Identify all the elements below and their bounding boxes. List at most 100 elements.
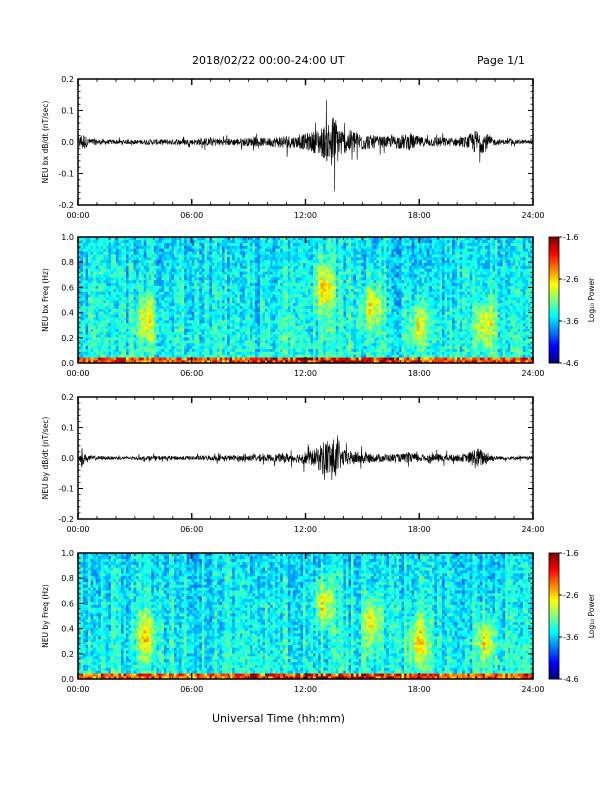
heatmap-cell xyxy=(237,291,241,295)
heatmap-cell xyxy=(270,345,273,349)
heatmap-cell xyxy=(115,259,119,264)
heatmap-cell xyxy=(103,331,107,335)
heatmap-cell xyxy=(244,331,248,335)
heatmap-cell xyxy=(153,285,157,289)
heatmap-cell xyxy=(138,342,142,347)
heatmap-cell xyxy=(196,311,200,315)
heatmap-cell xyxy=(224,351,228,355)
heatmap-cell xyxy=(123,360,127,364)
heatmap-cell xyxy=(128,337,132,341)
heatmap-cell xyxy=(335,360,339,364)
heatmap-cell xyxy=(260,268,263,272)
heatmap-cell xyxy=(211,245,215,249)
heatmap-cell xyxy=(247,297,251,301)
heatmap-cell xyxy=(85,265,89,269)
heatmap-cell xyxy=(186,279,190,284)
heatmap-cell xyxy=(345,334,349,338)
heatmap-cell xyxy=(98,302,102,307)
heatmap-cell xyxy=(201,348,205,352)
heatmap-cell xyxy=(194,259,198,264)
heatmap-cell xyxy=(78,340,81,344)
heatmap-cell xyxy=(325,239,329,244)
heatmap-cell xyxy=(206,305,210,309)
heatmap-cell xyxy=(275,268,278,272)
heatmap-cell xyxy=(292,271,296,275)
heatmap-cell xyxy=(179,300,182,304)
heatmap-cell xyxy=(292,277,296,281)
heatmap-cell xyxy=(242,294,246,298)
heatmap-cell xyxy=(113,331,117,335)
heatmap-cell xyxy=(277,308,281,312)
heatmap-cell xyxy=(217,257,220,261)
heatmap-cell xyxy=(204,340,208,344)
heatmap-cell xyxy=(85,340,89,344)
heatmap-cell xyxy=(100,254,104,258)
heatmap-cell xyxy=(184,248,187,252)
heatmap-cell xyxy=(201,245,205,249)
heatmap-cell xyxy=(340,311,344,315)
heatmap-cell xyxy=(335,342,339,347)
heatmap-cell xyxy=(201,262,205,266)
heatmap-cell xyxy=(247,282,251,286)
heatmap-cell xyxy=(257,237,261,241)
heatmap-cell xyxy=(156,325,160,329)
heatmap-cell xyxy=(290,308,294,312)
heatmap-cell xyxy=(83,351,86,355)
heatmap-cell xyxy=(113,302,117,307)
heatmap-cell xyxy=(194,251,198,255)
heatmap-cell xyxy=(305,271,309,275)
heatmap-cell xyxy=(353,331,357,335)
heatmap-cell xyxy=(229,239,233,244)
heatmap-cell xyxy=(227,351,230,355)
heatmap-cell xyxy=(280,265,284,269)
heatmap-cell xyxy=(330,297,334,301)
heatmap-cell xyxy=(194,268,198,272)
heatmap-cell xyxy=(302,342,306,347)
heatmap-cell xyxy=(351,345,354,349)
heatmap-cell xyxy=(189,300,193,304)
heatmap-cell xyxy=(237,288,241,292)
heatmap-cell xyxy=(181,259,185,264)
heatmap-cell xyxy=(199,245,203,249)
heatmap-cell xyxy=(227,265,230,269)
heatmap-cell xyxy=(186,254,190,258)
heatmap-cell xyxy=(166,279,170,284)
heatmap-cell xyxy=(330,245,334,249)
heatmap-cell xyxy=(156,302,160,307)
heatmap-cell xyxy=(179,317,182,321)
heatmap-cell xyxy=(257,282,261,286)
heatmap-cell xyxy=(257,308,261,312)
heatmap-cell xyxy=(232,340,236,344)
heatmap-cell xyxy=(318,305,321,309)
heatmap-cell xyxy=(244,274,248,278)
heatmap-cell xyxy=(257,348,261,352)
heatmap-cell xyxy=(222,305,225,309)
heatmap-cell xyxy=(247,351,251,355)
heatmap-cell xyxy=(310,351,314,355)
heatmap-cell xyxy=(199,328,203,332)
heatmap-cell xyxy=(204,245,208,249)
heatmap-cell xyxy=(262,277,266,281)
heatmap-cell xyxy=(169,245,172,249)
heatmap-cell xyxy=(176,345,180,349)
heatmap-cell xyxy=(257,305,261,309)
heatmap-cell xyxy=(297,348,301,352)
heatmap-cell xyxy=(161,279,165,284)
heatmap-cell xyxy=(211,322,215,327)
heatmap-cell xyxy=(323,242,327,246)
heatmap-cell xyxy=(320,328,324,332)
heatmap-cell xyxy=(201,305,205,309)
heatmap-cell xyxy=(247,340,251,344)
heatmap-cell xyxy=(184,305,187,309)
heatmap-cell xyxy=(335,248,339,252)
heatmap-cell xyxy=(115,342,119,347)
heatmap-cell xyxy=(285,331,289,335)
heatmap-cell xyxy=(275,277,278,281)
heatmap-cell xyxy=(252,314,256,318)
heatmap-cell xyxy=(297,288,301,292)
heatmap-cell xyxy=(308,328,311,332)
heatmap-cell xyxy=(330,345,334,349)
heatmap-cell xyxy=(242,251,246,255)
heatmap-cell xyxy=(356,242,359,246)
heatmap-cell xyxy=(174,314,177,318)
